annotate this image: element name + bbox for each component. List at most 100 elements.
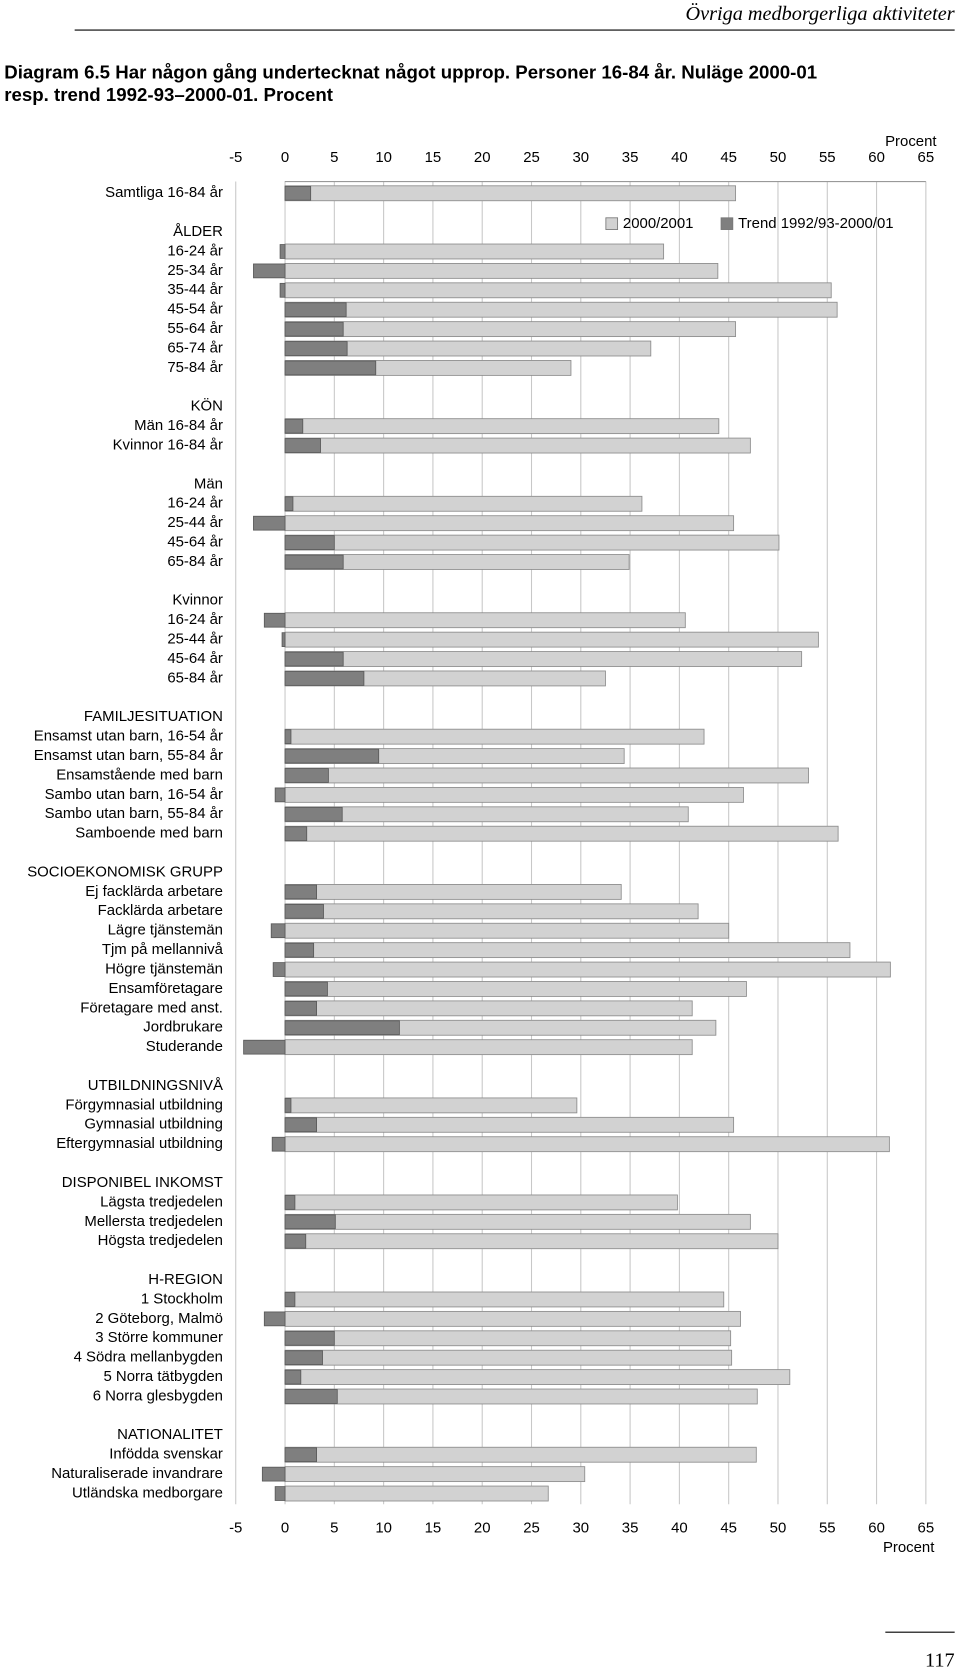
category-label: 5 Norra tätbygden xyxy=(103,1368,222,1385)
trend-bar xyxy=(284,1098,292,1113)
category-label: Ensamst utan barn, 55-84 år xyxy=(34,747,223,764)
trend-bar xyxy=(284,1020,400,1036)
trend-bar xyxy=(284,884,318,900)
bar xyxy=(284,825,839,842)
bar xyxy=(284,767,809,784)
category-label: 1 Stockholm xyxy=(141,1290,223,1307)
bar xyxy=(284,1039,693,1056)
bar xyxy=(284,1233,779,1250)
chart-title: Diagram 6.5 Har någon gång undertecknat … xyxy=(4,62,817,83)
x-tick-label: 65 xyxy=(918,1520,935,1537)
trend-bar xyxy=(270,923,286,939)
category-label: 65-74 år xyxy=(167,339,223,356)
category-label: 4 Södra mellanbygden xyxy=(74,1349,223,1366)
category-label: 25-44 år xyxy=(167,631,223,648)
legend-swatch xyxy=(605,217,619,230)
trend-bar xyxy=(284,1447,318,1463)
trend-bar xyxy=(272,962,286,977)
bar xyxy=(284,612,686,629)
category-label: Ensamstående med barn xyxy=(56,766,223,783)
trend-bar xyxy=(263,1311,286,1327)
category-label: NATIONALITET xyxy=(117,1426,223,1443)
bar xyxy=(284,495,643,512)
bar xyxy=(284,1369,791,1385)
trend-bar xyxy=(284,1195,296,1210)
x-tick-label: -5 xyxy=(229,149,242,166)
category-label: Sambo utan barn, 16-54 år xyxy=(45,786,223,803)
trend-bar xyxy=(284,438,321,453)
running-title: Övriga medborgerliga aktiviteter xyxy=(685,2,954,25)
x-tick-label: 40 xyxy=(671,1520,688,1537)
x-tick-label: 15 xyxy=(425,1520,442,1537)
trend-bar xyxy=(284,1389,338,1404)
category-label: Samboende med barn xyxy=(75,825,223,842)
bar xyxy=(284,1446,757,1463)
trend-bar xyxy=(261,1466,286,1482)
trend-bar xyxy=(274,787,286,803)
x-tick-label: 60 xyxy=(868,149,885,166)
trend-bar xyxy=(284,729,292,745)
bar xyxy=(284,961,891,978)
bar xyxy=(284,1097,578,1114)
x-tick-label: 50 xyxy=(770,1520,787,1537)
bar xyxy=(284,786,744,803)
trend-bar xyxy=(284,535,335,550)
bar xyxy=(284,437,751,454)
trend-bar xyxy=(279,244,286,259)
category-label: Män xyxy=(194,475,223,492)
category-label: Naturaliserade invandrare xyxy=(51,1465,223,1482)
bar xyxy=(284,263,719,279)
category-label: 16-24 år xyxy=(167,242,223,259)
category-label: 25-34 år xyxy=(167,262,223,279)
trend-bar xyxy=(281,632,286,647)
trend-bar xyxy=(284,1214,336,1230)
category-label: 65-84 år xyxy=(167,669,223,686)
category-label: H-REGION xyxy=(148,1271,223,1288)
bar xyxy=(284,1194,678,1211)
bar xyxy=(284,1000,693,1017)
x-tick-label: 20 xyxy=(474,1520,491,1537)
category-label: Facklärda arbetare xyxy=(98,902,223,919)
trend-bar xyxy=(253,263,286,279)
x-tick-label: 25 xyxy=(523,1520,540,1537)
bar xyxy=(284,903,699,920)
bar xyxy=(284,1116,735,1133)
x-tick-label: 65 xyxy=(918,149,935,166)
trend-bar xyxy=(284,748,380,764)
x-axis-title: Procent xyxy=(885,133,937,150)
trend-bar xyxy=(284,302,347,318)
category-label: Sambo utan barn, 55-84 år xyxy=(45,805,223,822)
category-label: 2 Göteborg, Malmö xyxy=(95,1310,223,1327)
category-label: 45-64 år xyxy=(167,650,223,667)
x-tick-label: 50 xyxy=(770,149,787,166)
trend-bar xyxy=(284,1369,302,1385)
trend-bar xyxy=(284,1233,307,1249)
x-tick-label: 10 xyxy=(375,149,392,166)
bar xyxy=(284,321,737,338)
trend-bar xyxy=(284,768,329,783)
category-label: Eftergymnasial utbildning xyxy=(56,1135,223,1152)
x-tick-label: 40 xyxy=(671,149,688,166)
trend-bar xyxy=(284,1117,318,1133)
category-label: Högre tjänstemän xyxy=(105,960,223,977)
legend-label: 2000/2001 xyxy=(623,215,694,232)
x-tick-label: -5 xyxy=(229,1520,242,1537)
x-tick-label: 0 xyxy=(281,1520,289,1537)
category-label: Samtliga 16-84 år xyxy=(105,184,223,201)
x-tick-label: 0 xyxy=(281,149,289,166)
legend-swatch xyxy=(720,217,734,230)
bar xyxy=(284,631,819,648)
category-label: Jordbrukare xyxy=(143,1019,223,1036)
category-label: 6 Norra glesbygden xyxy=(93,1387,223,1404)
chart-title: resp. trend 1992-93–2000-01. Procent xyxy=(4,84,333,105)
category-label: Infödda svenskar xyxy=(109,1446,223,1463)
bar xyxy=(284,1388,758,1405)
trend-bar xyxy=(253,515,286,531)
category-label: 35-44 år xyxy=(167,281,223,298)
bar xyxy=(284,922,730,939)
trend-bar xyxy=(284,942,315,958)
x-tick-label: 30 xyxy=(572,149,589,166)
category-label: UTBILDNINGSNIVÅ xyxy=(88,1077,223,1094)
category-label: 16-24 år xyxy=(167,495,223,512)
page-number: 117 xyxy=(925,1650,955,1672)
